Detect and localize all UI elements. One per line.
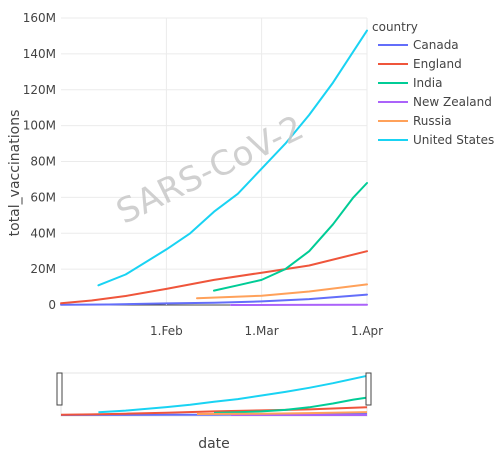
legend-label: England (413, 57, 462, 71)
x-tick-label: 1.Mar (245, 324, 279, 338)
y-tick-label: 0 (48, 298, 56, 312)
range-slider[interactable] (57, 373, 371, 416)
x-tick-label: 1.Feb (150, 324, 183, 338)
y-tick-label: 20M (30, 262, 56, 276)
y-tick-label: 120M (23, 83, 56, 97)
legend-label: Canada (413, 38, 459, 52)
x-axis-title: date (198, 436, 230, 450)
y-tick-label: 60M (30, 190, 56, 204)
legend-label: India (413, 76, 442, 90)
range-slider-right-handle[interactable] (366, 373, 371, 405)
y-tick-label: 100M (23, 119, 56, 133)
legend-label: United States (413, 133, 494, 147)
legend-label: New Zealand (413, 95, 492, 109)
y-tick-label: 140M (23, 47, 56, 61)
y-axis-title: total_vaccinations (7, 110, 23, 237)
legend-label: Russia (413, 114, 452, 128)
y-tick-label: 160M (23, 11, 56, 25)
y-tick-label: 80M (30, 155, 56, 169)
legend-title: country (372, 20, 418, 34)
x-tick-label: 1.Apr (351, 324, 383, 338)
range-slider-left-handle[interactable] (57, 373, 62, 405)
y-tick-label: 40M (30, 226, 56, 240)
